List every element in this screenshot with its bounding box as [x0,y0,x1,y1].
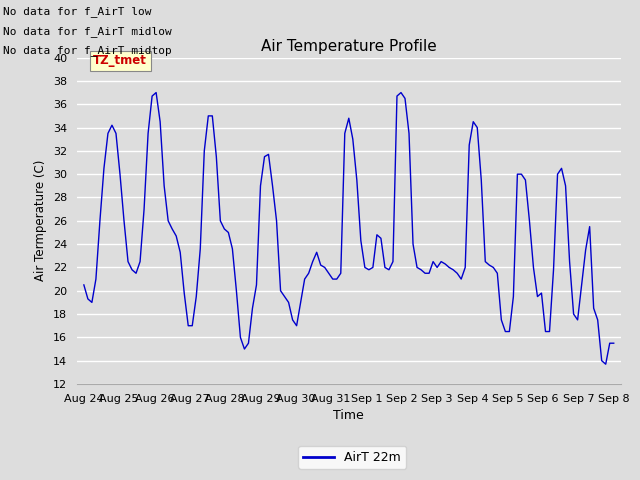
Title: Air Temperature Profile: Air Temperature Profile [261,39,436,54]
Legend: AirT 22m: AirT 22m [298,446,406,469]
Y-axis label: Air Termperature (C): Air Termperature (C) [35,160,47,281]
Text: No data for f_AirT midtop: No data for f_AirT midtop [3,45,172,56]
Text: No data for f_AirT midlow: No data for f_AirT midlow [3,25,172,36]
Text: No data for f_AirT low: No data for f_AirT low [3,6,152,17]
Text: TZ_tmet: TZ_tmet [93,54,147,67]
X-axis label: Time: Time [333,409,364,422]
